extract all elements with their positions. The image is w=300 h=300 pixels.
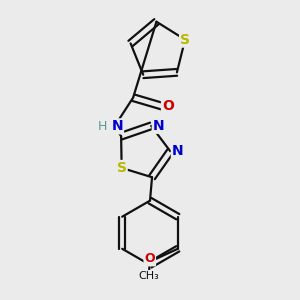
Text: N: N [172,144,184,158]
Text: S: S [180,33,190,46]
Text: O: O [144,252,155,266]
Text: O: O [162,99,174,113]
Text: N: N [111,119,123,134]
Text: CH₃: CH₃ [139,271,160,281]
Text: S: S [117,161,127,175]
Text: H: H [98,120,107,133]
Text: N: N [153,119,164,133]
